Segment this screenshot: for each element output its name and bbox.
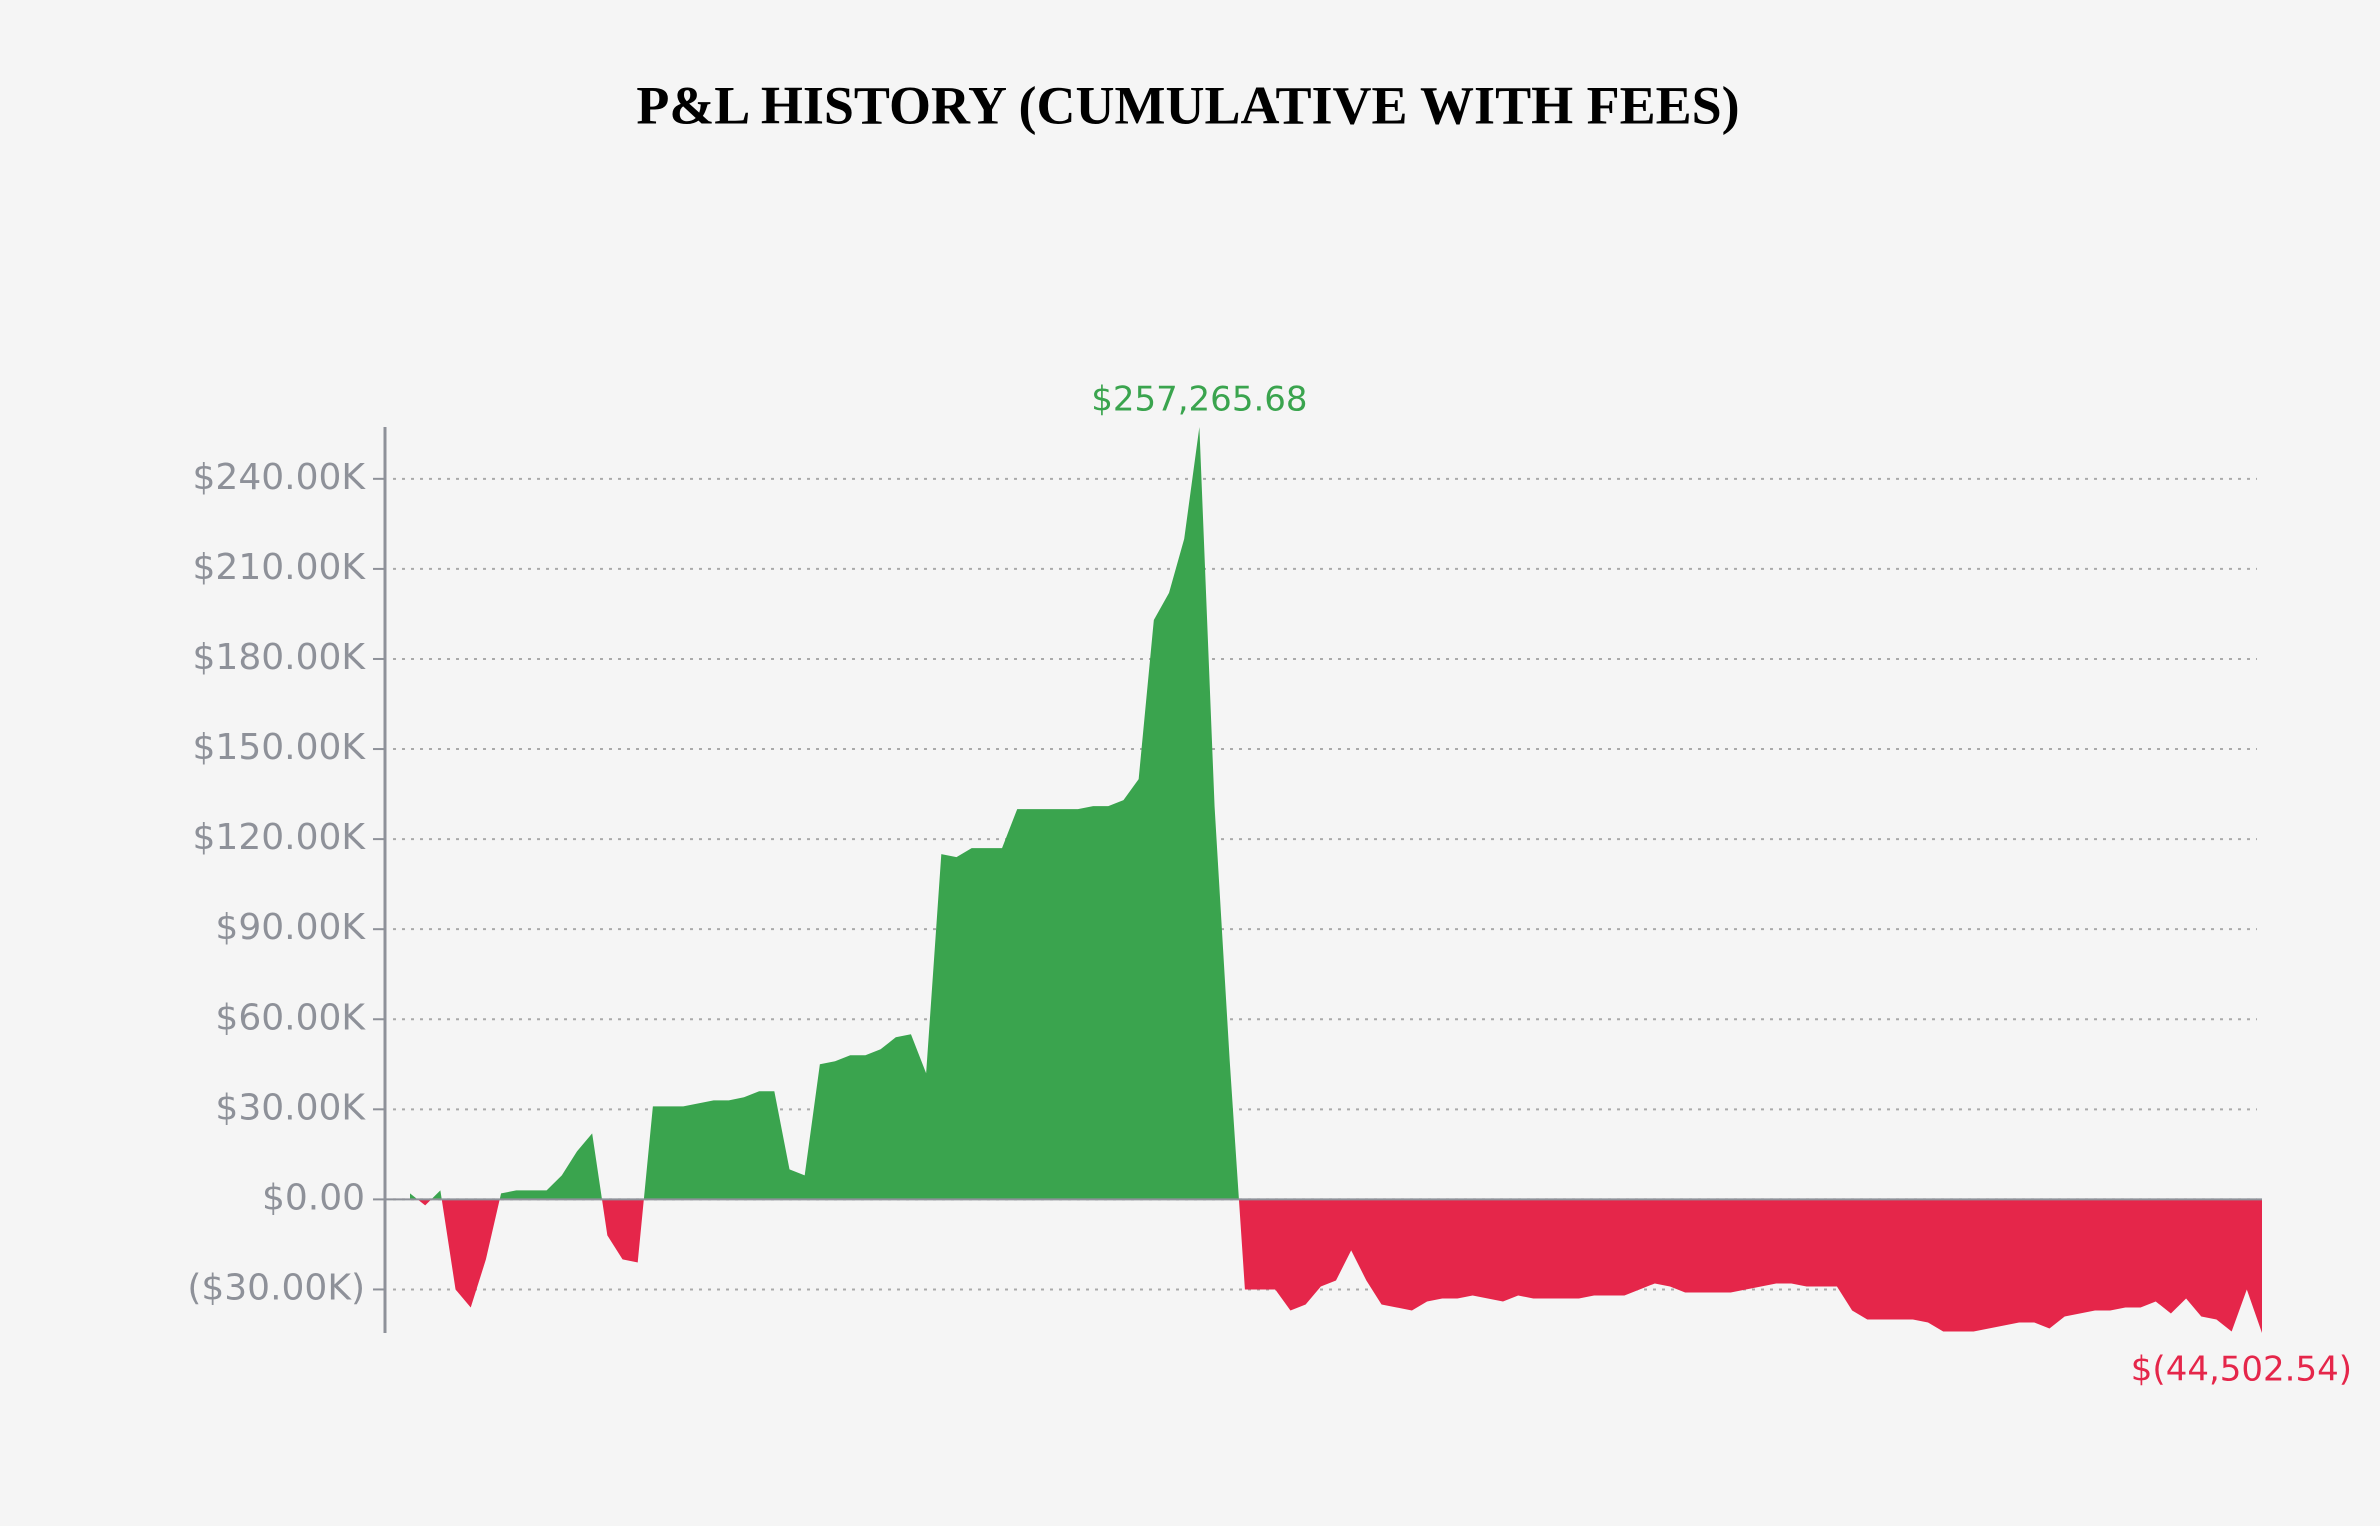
- annotation: $257,265.68: [1091, 380, 1307, 420]
- y-tick-label: $180.00K: [193, 637, 367, 678]
- y-tick-label: $240.00K: [193, 457, 367, 498]
- y-tick-label: $150.00K: [193, 727, 367, 768]
- y-tick-label: $210.00K: [193, 547, 367, 588]
- y-tick-label: $120.00K: [193, 817, 367, 858]
- annotation: $(44,502.54): [2131, 1350, 2352, 1390]
- y-tick-label: $90.00K: [215, 907, 366, 948]
- y-tick-label: $60.00K: [215, 997, 366, 1038]
- y-tick-label: $0.00: [262, 1177, 365, 1218]
- y-tick-label: $30.00K: [215, 1087, 366, 1128]
- pl-area: [410, 427, 2262, 1333]
- chart-title: P&L HISTORY (CUMULATIVE WITH FEES): [636, 75, 1739, 135]
- y-tick-label: ($30.00K): [187, 1267, 365, 1308]
